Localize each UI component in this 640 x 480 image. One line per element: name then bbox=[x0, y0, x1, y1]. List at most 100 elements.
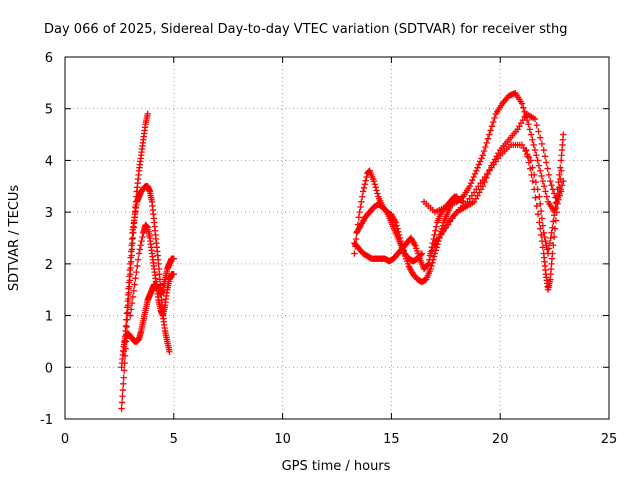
data-point-marker bbox=[417, 251, 425, 258]
data-point-marker bbox=[144, 110, 151, 118]
data-point-marker bbox=[537, 225, 544, 232]
data-point-marker bbox=[134, 262, 141, 270]
data-point-marker bbox=[124, 291, 132, 299]
data-point-marker bbox=[424, 261, 431, 269]
data-point-marker bbox=[361, 181, 369, 188]
data-point-marker bbox=[545, 245, 553, 252]
x-tick-label: 0 bbox=[61, 432, 69, 447]
data-point-marker bbox=[537, 207, 545, 215]
data-point-marker bbox=[480, 147, 488, 155]
data-series bbox=[120, 183, 173, 355]
data-point-marker bbox=[119, 393, 126, 400]
data-point-marker bbox=[118, 405, 125, 412]
data-point-marker bbox=[363, 173, 370, 181]
data-point-marker bbox=[538, 172, 545, 180]
data-point-marker bbox=[538, 237, 546, 245]
data-point-marker bbox=[120, 380, 127, 388]
data-point-marker bbox=[431, 231, 438, 239]
data-point-marker bbox=[125, 285, 132, 292]
data-point-marker bbox=[528, 171, 535, 179]
data-point-marker bbox=[518, 100, 526, 107]
data-point-marker bbox=[126, 273, 133, 280]
x-tick-label: 20 bbox=[492, 432, 509, 447]
data-point-marker bbox=[469, 176, 476, 184]
data-point-marker bbox=[536, 193, 543, 200]
data-point-marker bbox=[128, 242, 135, 249]
data-series bbox=[127, 221, 177, 319]
y-axis-ticks: -1 0 1 2 3 4 5 6 bbox=[40, 51, 609, 428]
x-axis-label: GPS time / hours bbox=[282, 459, 391, 474]
data-point-marker bbox=[478, 155, 485, 162]
data-point-marker bbox=[356, 208, 363, 216]
grid bbox=[65, 57, 609, 419]
data-point-marker bbox=[135, 250, 143, 257]
data-point-marker bbox=[527, 165, 534, 172]
data-point-marker bbox=[475, 161, 483, 168]
data-point-marker bbox=[486, 131, 493, 138]
data-point-marker bbox=[532, 194, 539, 201]
y-axis-label: SDTVAR / TECUs bbox=[7, 185, 22, 292]
data-point-marker bbox=[534, 211, 542, 218]
data-point-marker bbox=[482, 143, 489, 151]
data-point-marker bbox=[537, 231, 545, 239]
data-point-marker bbox=[430, 235, 437, 243]
x-tick-label: 5 bbox=[170, 432, 178, 447]
data-point-marker bbox=[534, 157, 541, 164]
data-point-marker bbox=[525, 159, 533, 166]
data-point-marker bbox=[529, 136, 536, 143]
data-point-marker bbox=[533, 202, 540, 210]
data-point-marker bbox=[429, 259, 436, 267]
data-point-marker bbox=[124, 297, 131, 305]
data-point-marker bbox=[127, 254, 134, 261]
data-point-marker bbox=[127, 306, 135, 313]
data-point-marker bbox=[467, 179, 475, 187]
data-point-marker bbox=[129, 293, 137, 301]
data-point-marker bbox=[487, 127, 494, 134]
data-point-marker bbox=[136, 246, 144, 253]
data-point-marker bbox=[426, 256, 433, 263]
data-point-marker bbox=[536, 219, 543, 226]
data-point-marker bbox=[545, 171, 553, 179]
data-point-marker bbox=[538, 140, 546, 148]
data-point-marker bbox=[530, 141, 537, 149]
data-point-marker bbox=[372, 184, 379, 191]
data-point-marker bbox=[473, 167, 480, 174]
y-tick-label: 5 bbox=[45, 103, 53, 118]
data-point-marker bbox=[370, 177, 378, 185]
data-point-marker bbox=[535, 128, 542, 135]
data-series bbox=[427, 110, 567, 257]
data-point-marker bbox=[166, 348, 173, 355]
data-point-marker bbox=[126, 266, 134, 274]
data-point-marker bbox=[170, 255, 177, 262]
data-point-marker bbox=[128, 235, 136, 243]
data-point-marker bbox=[483, 139, 490, 147]
data-point-marker bbox=[537, 134, 544, 141]
data-point-marker bbox=[351, 250, 358, 257]
data-point-marker bbox=[531, 115, 539, 123]
data-point-marker bbox=[433, 223, 440, 230]
data-point-marker bbox=[556, 171, 563, 179]
data-point-marker bbox=[548, 182, 555, 189]
data-point-marker bbox=[122, 322, 130, 330]
data-point-marker bbox=[362, 177, 369, 184]
data-point-marker bbox=[491, 114, 498, 122]
data-series bbox=[118, 255, 177, 371]
data-point-marker bbox=[542, 188, 549, 195]
x-tick-label: 10 bbox=[274, 432, 291, 447]
data-point-marker bbox=[490, 118, 497, 126]
y-tick-label: 3 bbox=[45, 206, 53, 221]
data-point-marker bbox=[373, 187, 380, 194]
data-point-marker bbox=[123, 323, 130, 331]
data-point-marker bbox=[355, 214, 362, 221]
data-point-marker bbox=[554, 200, 561, 208]
data-point-marker bbox=[550, 233, 558, 241]
data-point-marker bbox=[483, 174, 490, 182]
data-point-marker bbox=[425, 260, 432, 268]
data-point-marker bbox=[537, 167, 544, 174]
data-point-marker bbox=[556, 184, 563, 191]
data-point-marker bbox=[123, 310, 130, 317]
data-point-marker bbox=[470, 173, 477, 181]
data-point-marker bbox=[543, 159, 550, 166]
data-point-marker bbox=[557, 167, 565, 174]
